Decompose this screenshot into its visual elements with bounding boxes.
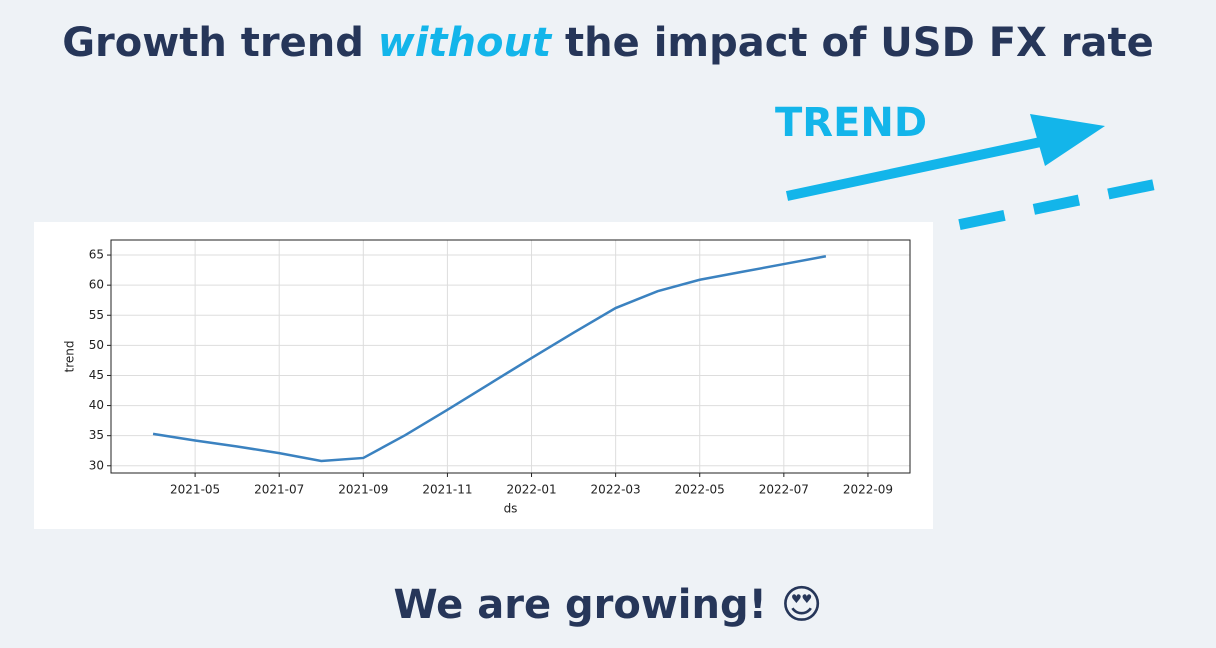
title-emphasis: without <box>377 20 552 66</box>
dashed-trend <box>883 178 1159 246</box>
y-tick-label: 65 <box>89 248 104 262</box>
y-tick-label: 45 <box>89 368 104 382</box>
x-tick-label: 2021-07 <box>254 483 304 497</box>
slide-title: Growth trend without the impact of USD F… <box>0 20 1216 66</box>
y-tick-label: 60 <box>89 278 104 292</box>
x-tick-label: 2022-05 <box>675 483 725 497</box>
x-tick-label: 2021-05 <box>170 483 220 497</box>
y-tick-label: 30 <box>89 458 104 472</box>
y-tick-label: 35 <box>89 428 104 442</box>
trend-line <box>152 255 827 463</box>
x-axis-label: ds <box>504 502 518 516</box>
x-tick-label: 2022-09 <box>843 483 893 497</box>
plot-frame <box>110 239 911 474</box>
y-tick-label: 50 <box>89 338 104 352</box>
x-tick-label: 2022-03 <box>591 483 641 497</box>
x-tick-label: 2022-07 <box>759 483 809 497</box>
x-tick-label: 2021-09 <box>338 483 388 497</box>
trend-label: TREND <box>775 100 928 146</box>
title-part: Growth trend <box>62 20 364 66</box>
arrow-head <box>1030 114 1105 166</box>
x-tick-label: 2021-11 <box>422 483 472 497</box>
x-tick-label: 2022-01 <box>506 483 556 497</box>
chart: 30 35 40 45 50 55 60 65 2021-05 2021-07 2021-09 202… <box>34 222 933 529</box>
y-tick-label: 55 <box>89 308 104 322</box>
arrow-shaft <box>785 135 1052 201</box>
title-part: the impact of USD FX rate <box>565 20 1154 66</box>
y-tick-label: 40 <box>89 398 104 412</box>
footer: We are growing! 😍 <box>393 582 823 628</box>
y-axis-label: trend <box>63 341 77 373</box>
